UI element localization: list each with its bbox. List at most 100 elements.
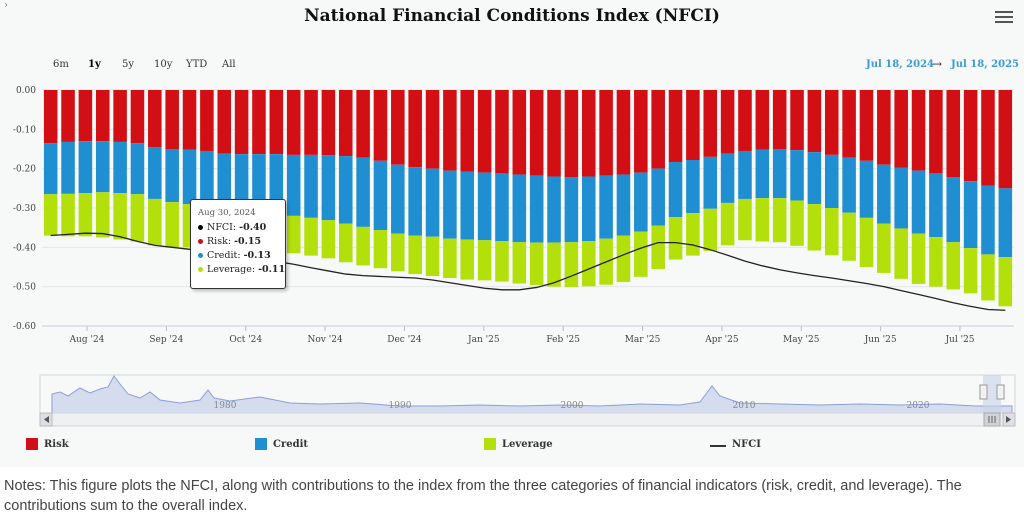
risk-bar bbox=[512, 90, 527, 175]
leverage-bar bbox=[547, 242, 561, 287]
risk-bar bbox=[182, 90, 197, 150]
legend-line-nfci bbox=[710, 445, 726, 447]
credit-bar bbox=[616, 174, 631, 236]
navigator-year-label: 2010 bbox=[733, 401, 756, 411]
risk-bar bbox=[824, 90, 839, 155]
risk-bar bbox=[790, 90, 804, 151]
credit-bar bbox=[113, 141, 127, 194]
risk-bar bbox=[286, 90, 301, 155]
credit-bar bbox=[182, 149, 197, 205]
navigator-year-label: 1990 bbox=[389, 401, 412, 411]
range-button-5y[interactable]: 5y bbox=[122, 59, 135, 70]
risk-bar bbox=[477, 90, 492, 173]
risk-bar bbox=[200, 90, 214, 151]
leverage-bar bbox=[703, 208, 718, 251]
credit-bar bbox=[443, 170, 457, 239]
leverage-bar bbox=[113, 193, 127, 240]
credit-bar bbox=[408, 167, 422, 236]
leverage-bar bbox=[859, 217, 874, 267]
credit-bar bbox=[842, 157, 856, 213]
credit-bar bbox=[634, 172, 648, 232]
navigator-right-handle[interactable] bbox=[996, 384, 1005, 400]
credit-bar bbox=[43, 143, 58, 195]
legend-label-credit: Credit bbox=[273, 439, 308, 450]
credit-bar bbox=[599, 175, 613, 239]
risk-bar bbox=[234, 90, 249, 155]
risk-bar bbox=[599, 90, 613, 176]
risk-bar bbox=[148, 90, 162, 148]
date-range-to[interactable]: Jul 18, 2025 bbox=[951, 59, 1019, 70]
tooltip: Aug 30, 2024 NFCI: -0.40 Risk: -0.15 Cre… bbox=[190, 199, 286, 289]
range-button-all[interactable]: All bbox=[222, 59, 236, 70]
risk-bar bbox=[807, 90, 822, 153]
risk-bar bbox=[391, 90, 405, 165]
credit-bar bbox=[338, 156, 353, 224]
date-range-from[interactable]: Jul 18, 2024 bbox=[866, 59, 934, 70]
credit-bar bbox=[824, 154, 839, 208]
y-tick-label: -0.20 bbox=[13, 165, 36, 175]
credit-bar bbox=[547, 176, 561, 243]
navigator-scrollbar-track[interactable] bbox=[39, 412, 1016, 427]
risk-bar bbox=[78, 90, 93, 142]
leverage-bar bbox=[981, 254, 995, 301]
x-tick-label: May '25 bbox=[783, 335, 820, 345]
legend-swatch-credit bbox=[255, 438, 267, 450]
tooltip-row-credit: Credit: -0.13 bbox=[198, 250, 271, 261]
legend-label-risk: Risk bbox=[44, 439, 69, 450]
credit-bar bbox=[269, 154, 284, 214]
credit-bar bbox=[78, 141, 93, 194]
navigator-year-label: 1980 bbox=[214, 401, 237, 411]
risk-bar bbox=[408, 90, 422, 168]
x-tick-label: Nov '24 bbox=[308, 335, 343, 345]
leverage-bar bbox=[529, 242, 544, 286]
risk-bar bbox=[113, 90, 127, 142]
leverage-bar bbox=[78, 193, 93, 237]
x-tick-label: Jan '25 bbox=[467, 335, 500, 345]
risk-bar bbox=[43, 90, 58, 144]
credit-bar bbox=[512, 174, 527, 243]
x-tick-label: Aug '24 bbox=[69, 335, 105, 345]
credit-bar bbox=[321, 155, 336, 221]
credit-bar bbox=[356, 157, 370, 227]
risk-bar bbox=[217, 90, 232, 154]
leverage-bar bbox=[998, 257, 1013, 307]
leverage-bar bbox=[425, 236, 440, 277]
leverage-bar bbox=[634, 231, 648, 277]
risk-bar bbox=[772, 90, 787, 149]
risk-bar bbox=[495, 90, 509, 174]
risk-bar bbox=[443, 90, 457, 171]
credit-bar bbox=[911, 170, 926, 234]
range-button-6m[interactable]: 6m bbox=[53, 59, 69, 70]
credit-bar bbox=[859, 160, 874, 218]
credit-bar bbox=[738, 150, 752, 199]
risk-bar bbox=[269, 90, 284, 155]
risk-bar bbox=[703, 90, 718, 157]
expand-arrow-icon[interactable]: › bbox=[4, 0, 8, 11]
credit-bar bbox=[703, 156, 718, 209]
notes-text: Notes: This figure plots the NFCI, along… bbox=[4, 478, 962, 514]
credit-bar bbox=[946, 177, 961, 243]
y-tick-label: -0.50 bbox=[13, 283, 36, 293]
range-button-1y[interactable]: 1y bbox=[88, 59, 101, 70]
risk-bar bbox=[564, 90, 579, 178]
legend-label-leverage: Leverage bbox=[502, 439, 553, 450]
navigator[interactable]: 1980 1990 2000 2010 2020 bbox=[0, 370, 1024, 430]
leverage-bar bbox=[148, 198, 162, 246]
risk-bar bbox=[963, 90, 978, 182]
risk-bar bbox=[877, 90, 891, 165]
chevron-right-icon bbox=[1006, 416, 1011, 423]
risk-bar bbox=[95, 90, 110, 142]
y-tick-label: -0.60 bbox=[13, 322, 36, 332]
hamburger-menu-icon[interactable] bbox=[995, 11, 1013, 25]
risk-bar bbox=[668, 90, 683, 162]
x-tick-label: Apr '25 bbox=[704, 335, 739, 345]
range-button-10y[interactable]: 10y bbox=[154, 59, 173, 70]
leverage-bar bbox=[321, 220, 336, 259]
nfci-chart: 0.00 -0.10 -0.20 -0.30 -0.40 -0.50 -0.60 Aug '2… bbox=[13, 86, 1014, 345]
risk-bar bbox=[755, 90, 770, 150]
navigator-year-label: 2000 bbox=[561, 401, 584, 411]
leverage-bar bbox=[929, 237, 943, 287]
range-button-ytd[interactable]: YTD bbox=[186, 59, 208, 70]
navigator-left-handle[interactable] bbox=[979, 384, 988, 400]
risk-bar bbox=[581, 90, 596, 177]
